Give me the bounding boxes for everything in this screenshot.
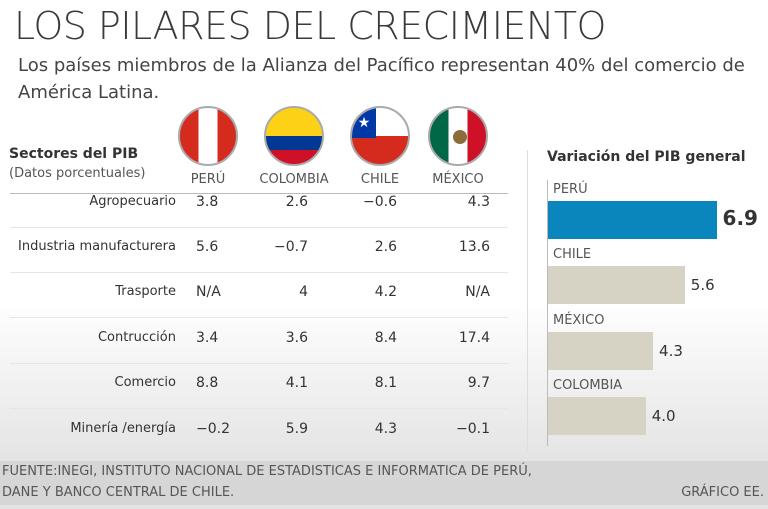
- cell-value: 4.3: [374, 421, 397, 437]
- row-divider: [10, 408, 508, 409]
- chart-axis: [547, 180, 548, 446]
- row-divider: [10, 227, 508, 228]
- bar-category-label: CHILE: [553, 247, 592, 262]
- cell-value: 13.6: [458, 239, 490, 255]
- row-divider: [10, 317, 508, 318]
- cell-value: N/A: [196, 284, 221, 300]
- divider: [527, 150, 528, 450]
- bar-value-label: 6.9: [722, 206, 758, 230]
- cell-value: 17.4: [458, 330, 490, 346]
- bar-chile: [548, 266, 685, 304]
- row-label: Contrucción: [97, 330, 176, 345]
- row-label: Agropecuario: [89, 194, 176, 209]
- cell-value: 5.9: [285, 421, 308, 437]
- cell-value: −0.1: [456, 421, 490, 437]
- credit: GRÁFICO EE.: [681, 485, 764, 500]
- column-header-peru: PERÚ: [190, 172, 226, 187]
- cell-value: −0.6: [363, 194, 397, 210]
- bar-méxico: [548, 332, 654, 370]
- row-label: Comercio: [114, 375, 176, 390]
- row-label: Industria manufacturera: [18, 239, 176, 254]
- table-row: Minería /energía −0.2 5.9 4.3 −0.1: [0, 421, 520, 445]
- subtitle: Los países miembros de la Alianza del Pa…: [18, 55, 745, 103]
- table-row: Contrucción 3.4 3.6 8.4 17.4: [0, 330, 520, 354]
- table-row: Comercio 8.8 4.1 8.1 9.7: [0, 375, 520, 399]
- bar-value-label: 4.0: [651, 407, 676, 425]
- header-divider: [10, 193, 508, 194]
- chart-title: Variación del PIB general: [547, 149, 746, 165]
- bar-category-label: PERÚ: [553, 182, 588, 197]
- cell-value: 4: [299, 284, 308, 300]
- bar-value-label: 5.6: [690, 276, 715, 294]
- cell-value: −0.2: [196, 421, 230, 437]
- bar-category-label: COLOMBIA: [553, 378, 623, 393]
- footer: FUENTE:INEGI, INSTITUTO NACIONAL DE ESTA…: [0, 461, 768, 505]
- row-label: Trasporte: [115, 284, 176, 299]
- chile-flag-icon: ★: [350, 106, 410, 166]
- cell-value: 3.4: [196, 330, 219, 346]
- cell-value: N/A: [465, 284, 490, 300]
- cell-value: 9.7: [467, 375, 490, 391]
- cell-value: −0.7: [274, 239, 308, 255]
- bar-value-label: 4.3: [659, 342, 683, 360]
- table-row: Agropecuario 3.8 2.6 −0.6 4.3: [0, 194, 520, 218]
- cell-value: 4.2: [374, 284, 397, 300]
- cell-value: 2.6: [285, 194, 308, 210]
- cell-value: 4.1: [285, 375, 308, 391]
- cell-value: 2.6: [374, 239, 397, 255]
- bar-colombia: [548, 397, 646, 435]
- column-header-colombia: COLOMBIA: [259, 172, 329, 187]
- cell-value: 8.8: [196, 375, 219, 391]
- table-row: Industria manufacturera 5.6 −0.7 2.6 13.6: [0, 239, 520, 263]
- column-header-chile: CHILE: [360, 172, 400, 187]
- source-line-1: FUENTE:INEGI, INSTITUTO NACIONAL DE ESTA…: [2, 464, 532, 479]
- cell-value: 8.4: [374, 330, 397, 346]
- bar-perú: [548, 201, 717, 239]
- cell-value: 3.6: [285, 330, 308, 346]
- cell-value: 5.6: [196, 239, 219, 255]
- mexico-flag-icon: [428, 106, 488, 166]
- source-line-2: DANE Y BANCO CENTRAL DE CHILE.: [2, 485, 235, 500]
- column-header-mexico: MÉXICO: [432, 172, 484, 187]
- cell-value: 8.1: [374, 375, 397, 391]
- row-label: Minería /energía: [70, 421, 176, 436]
- cell-value: 3.8: [196, 194, 219, 210]
- bar-category-label: MÉXICO: [553, 313, 605, 328]
- row-divider: [10, 363, 508, 364]
- table-subheading: (Datos porcentuales): [9, 166, 146, 181]
- table-heading: Sectores del PIB: [9, 146, 139, 162]
- peru-flag-icon: [178, 106, 238, 166]
- page-title: LOS PILARES DEL CRECIMIENTO: [14, 4, 606, 48]
- row-divider: [10, 272, 508, 273]
- colombia-flag-icon: [264, 106, 324, 166]
- table-row: Trasporte N/A 4 4.2 N/A: [0, 284, 520, 308]
- cell-value: 4.3: [467, 194, 490, 210]
